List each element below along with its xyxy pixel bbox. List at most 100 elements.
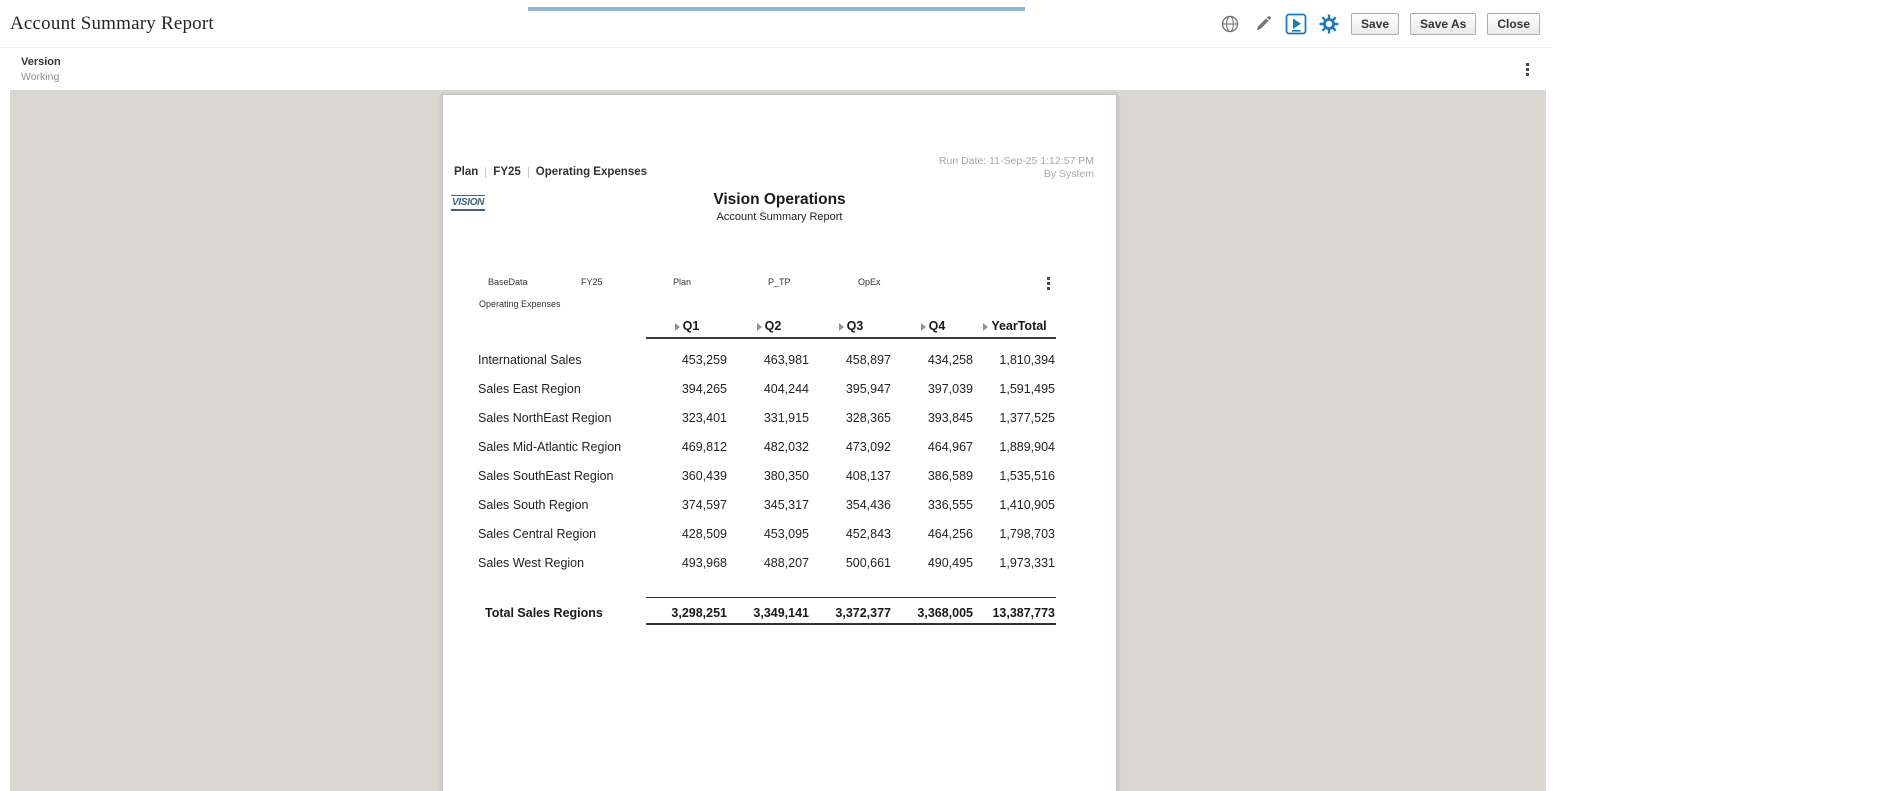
pov-separator	[485, 166, 487, 178]
dim-scenario[interactable]: Plan	[673, 277, 692, 287]
version-bar: Version Working	[0, 48, 1553, 90]
table-row: Sales East Region 394,265 404,244 395,947 39…	[443, 374, 1116, 403]
cell-value: 453,259	[681, 352, 727, 367]
report-title: Vision Operations	[713, 191, 846, 208]
pov-globe-icon[interactable]	[1219, 13, 1241, 35]
row-member-label: Sales Central Region	[478, 526, 597, 541]
row-member-label: Sales Mid-Atlantic Region	[478, 439, 622, 454]
cell-value: 500,661	[845, 555, 891, 570]
cell-value: 345,317	[763, 497, 809, 512]
cell-value: 1,798,703	[999, 526, 1055, 541]
cell-value: 354,436	[845, 497, 891, 512]
table-row: Sales South Region 374,597 345,317 354,436 3…	[443, 490, 1116, 519]
header-spacer	[443, 319, 646, 339]
cell-value: 464,256	[927, 526, 973, 541]
run-preview-icon[interactable]	[1285, 13, 1307, 35]
table-row: Sales Central Region 428,509 453,095 452,84…	[443, 519, 1116, 548]
cell-value: 386,589	[927, 468, 973, 483]
cell-value: 1,889,904	[999, 439, 1055, 454]
cell-value: 393,845	[927, 410, 973, 425]
run-by-text: By System	[1043, 168, 1094, 180]
expand-triangle-icon	[920, 323, 926, 331]
cell-value: 380,350	[763, 468, 809, 483]
column-header-q4[interactable]: Q4	[892, 319, 974, 339]
app-window: Account Summary Report	[0, 7, 1553, 791]
pov-year[interactable]: FY25	[493, 166, 521, 178]
version-label: Version	[21, 55, 61, 68]
total-cell: 3,372,377	[835, 606, 891, 620]
expand-triangle-icon	[674, 323, 680, 331]
expand-triangle-icon	[838, 323, 844, 331]
cell-value: 469,812	[681, 439, 727, 454]
dim-account[interactable]: OpEx	[858, 277, 881, 287]
grid-dimensions-row: BaseData FY25 Plan P_TP OpEx	[443, 277, 1116, 293]
pov-scenario[interactable]: Plan	[454, 166, 479, 178]
total-label: Total Sales Regions	[485, 606, 603, 620]
pov-account[interactable]: Operating Expenses	[535, 166, 648, 178]
cell-value: 452,843	[845, 526, 891, 541]
table-row: Sales NorthEast Region 323,401 331,915 328,…	[443, 403, 1116, 432]
version-value[interactable]: Working	[21, 70, 60, 83]
column-label: Q4	[928, 319, 946, 333]
cell-value: 336,555	[927, 497, 973, 512]
progress-bar	[528, 7, 1025, 11]
expand-triangle-icon	[756, 323, 762, 331]
grid-kebab-menu-icon[interactable]	[1043, 273, 1054, 294]
total-cell: 3,349,141	[753, 606, 809, 620]
run-info: Run Date: 11-Sep-25 1:12:57 PM By System	[939, 155, 1094, 181]
version-kebab-menu-icon[interactable]	[1522, 59, 1533, 80]
settings-gear-icon[interactable]	[1318, 13, 1340, 35]
save-as-button[interactable]: Save As	[1410, 12, 1477, 35]
cell-value: 404,244	[763, 381, 809, 396]
column-label: YearTotal	[991, 319, 1047, 333]
cell-value: 490,495	[927, 555, 973, 570]
column-header-q2[interactable]: Q2	[728, 319, 810, 339]
table-row: Sales Mid-Atlantic Region 469,812 482,032 4…	[443, 432, 1116, 461]
toolbar-actions: Save Save As Close	[1219, 12, 1540, 35]
column-label: Q3	[846, 319, 864, 333]
total-values: 3,298,251 3,349,141 3,372,377 3,368,005 …	[646, 597, 1056, 625]
cell-value: 1,973,331	[999, 555, 1055, 570]
table-header-row: Q1 Q2 Q3 Q4 YearTotal	[443, 319, 1116, 339]
run-date-text: Run Date: 11-Sep-25 1:12:57 PM	[938, 155, 1094, 167]
total-cell: 13,387,773	[992, 606, 1055, 620]
cell-value: 1,410,905	[999, 497, 1055, 512]
total-cell: 3,368,005	[917, 606, 973, 620]
cell-value: 1,377,525	[999, 410, 1055, 425]
table-row: Sales SouthEast Region 360,439 380,350 408,…	[443, 461, 1116, 490]
cell-value: 493,968	[681, 555, 727, 570]
pov-separator	[527, 166, 529, 178]
row-member-label: Sales SouthEast Region	[478, 468, 614, 483]
cell-value: 408,137	[845, 468, 891, 483]
close-button[interactable]: Close	[1487, 12, 1540, 35]
cell-value: 323,401	[681, 410, 727, 425]
report-page: Plan FY25 Operating Expenses Run Date: 1…	[442, 94, 1117, 791]
expand-triangle-icon	[983, 323, 989, 331]
table-row: Sales West Region 493,968 488,207 500,661 49…	[443, 548, 1116, 577]
dim-year[interactable]: FY25	[581, 277, 603, 287]
dim-basedata[interactable]: BaseData	[488, 277, 528, 287]
cell-value: 360,439	[681, 468, 727, 483]
table-row: International Sales 453,259 463,981 458,897…	[443, 345, 1116, 374]
column-header-q1[interactable]: Q1	[646, 319, 728, 339]
cell-value: 458,897	[845, 352, 891, 367]
report-table-body: International Sales 453,259 463,981 458,897…	[443, 345, 1116, 577]
save-button[interactable]: Save	[1351, 12, 1400, 35]
cell-value: 374,597	[681, 497, 727, 512]
vision-logo: VISION	[451, 195, 486, 211]
edit-pencil-icon[interactable]	[1252, 13, 1274, 35]
cell-value: 1,591,495	[999, 381, 1055, 396]
cell-value: 397,039	[927, 381, 973, 396]
cell-value: 328,365	[845, 410, 891, 425]
report-canvas: Plan FY25 Operating Expenses Run Date: 1…	[10, 90, 1546, 791]
cell-value: 395,947	[845, 381, 891, 396]
column-header-q3[interactable]: Q3	[810, 319, 892, 339]
cell-value: 453,095	[763, 526, 809, 541]
total-cell: 3,298,251	[671, 606, 727, 620]
total-row: Total Sales Regions 3,298,251 3,349,141 …	[443, 597, 1116, 625]
row-member-label: Sales NorthEast Region	[478, 410, 612, 425]
cell-value: 464,967	[927, 439, 973, 454]
dim-version[interactable]: P_TP	[768, 277, 791, 287]
report-subtitle: Account Summary Report	[716, 211, 843, 223]
column-header-yeartotal[interactable]: YearTotal	[974, 319, 1056, 339]
